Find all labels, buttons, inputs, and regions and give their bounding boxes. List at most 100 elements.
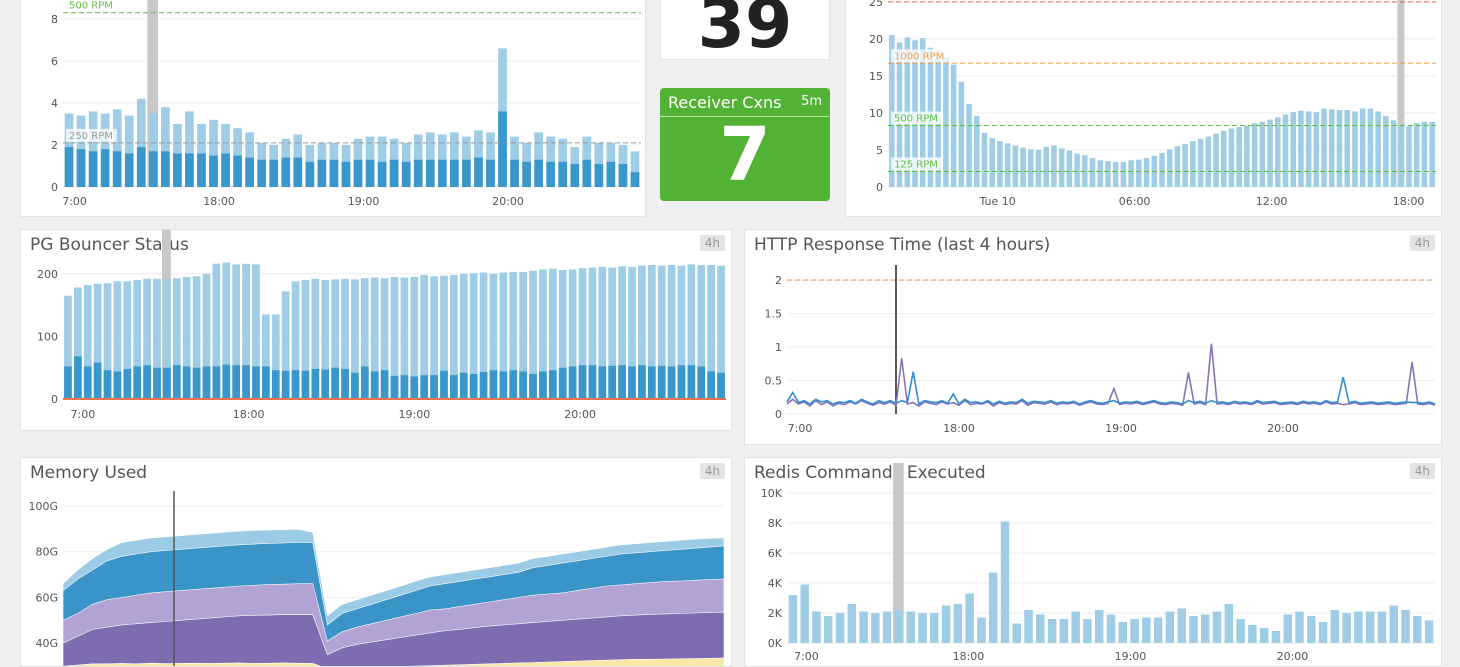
rpm-left-bar [354,160,363,187]
http-y-tick-label: 0 [775,408,782,421]
redis-bar [812,612,820,644]
pg-bar [589,365,597,399]
rpm-left-bar [582,160,591,187]
redis-bar [824,616,832,643]
rpm-right-bar [982,133,988,187]
redis-bar [1142,618,1150,644]
receiver-cxns-tile: Receiver Cxns 5m 7 [660,88,830,201]
pg-bar [331,368,339,399]
rpm-left-bar [474,158,483,187]
pg-bar [123,369,131,399]
rpm-right-bar [1368,108,1374,187]
mem-y-tick-label: 100G [28,500,58,513]
rpm-left-bar [137,147,146,187]
rpm-left-bar [390,160,399,187]
rpm-left-bar [486,160,495,187]
rpm-right-bar [974,116,980,187]
redis-bar [1013,624,1021,644]
pg-bar [74,356,82,399]
rpm-left-y-tick-label: 0 [51,181,58,194]
rpm-right-x-tick-label: Tue 10 [978,195,1015,208]
rpm-left-bar [402,162,411,187]
rpm-right-bar [1298,111,1304,187]
pg-bar [252,366,260,399]
count-value: 39 [661,0,829,60]
http-y-tick-label: 1.5 [765,308,783,321]
pg-bar [450,375,458,399]
rpm-left-bar [101,149,110,187]
rpm-left-bar [173,153,182,187]
rpm-right-reference-label: 1000 RPM [894,51,944,62]
rpm-left-bar [318,160,327,187]
rpm-right-bar [1360,108,1366,187]
pg-bar [153,368,161,399]
rpm-left-reference-label: 500 RPM [69,1,113,12]
redis-bar [977,618,985,644]
redis-y-tick-label: 6K [768,547,783,560]
rpm-right-bar [1206,137,1212,187]
pg-bar [668,366,676,399]
pg-bar [648,366,656,399]
http-x-tick-label: 7:00 [788,422,813,435]
redis-bar [895,610,903,643]
rpm-left-bar [233,156,242,188]
redis-bar [989,573,997,644]
redis-bar [1236,619,1244,643]
rpm-right-bar [1236,127,1242,187]
redis-bar [1248,625,1256,643]
rpm-right-bar [1229,128,1235,187]
pg-bar [242,365,250,399]
rpm-right-bar [1221,131,1227,187]
rpm-right-bar [1391,120,1397,187]
pg-bar [361,366,369,399]
pg-bar [490,370,498,399]
receiver-cxns-title: Receiver Cxns [668,93,781,112]
rpm-left-bar [378,162,387,187]
pg-bar [193,368,201,399]
pg-bar [499,371,507,399]
redis-bar [1154,618,1162,644]
pg-bar [529,374,537,399]
http-y-tick-label: 1 [775,341,782,354]
redis-bar [1071,612,1079,644]
rpm-right-x-tick-label: 18:00 [1393,195,1425,208]
pg-bar [183,366,191,399]
rpm-right-bar [1059,148,1065,187]
pg-bar [509,370,517,399]
rpm-left-bar [161,151,170,187]
rpm-right-bar [1051,146,1057,187]
rpm-right-bar [1198,139,1204,187]
rpm-left-bar [221,153,230,187]
redis-bar [1342,613,1350,643]
rpm-left-bar [546,162,555,187]
redis-bar [1307,616,1315,643]
rpm-right-bar [1344,110,1350,187]
pg-x-tick-label: 19:00 [399,408,431,421]
rpm-left-bar [77,149,86,187]
rpm-right-bar [1128,160,1134,187]
http-series-line [787,344,1435,406]
receiver-cxns-badge: 5m [801,94,822,109]
pg-bar [460,373,468,399]
rpm-right-bar [1175,146,1181,187]
pg-bar [203,366,211,399]
rpm-right-bar [1121,162,1127,187]
pg-y-tick-label: 100 [37,330,58,343]
redis-bar [1213,612,1221,644]
pg-bar [272,370,280,399]
pg-bar [321,370,329,399]
rpm-left-bar [631,172,640,187]
redis-bar [942,606,950,644]
redis-bar [918,613,926,643]
redis-bar [1283,615,1291,644]
redis-y-tick-label: 8K [768,517,783,530]
rpm-left-y-tick-label: 8 [51,13,58,26]
rpm-left-bar [245,158,254,187]
http-x-tick-label: 20:00 [1267,422,1299,435]
rpm-right-bar [1275,117,1281,187]
rpm-right-bar [1167,149,1173,187]
http-x-tick-label: 18:00 [943,422,975,435]
